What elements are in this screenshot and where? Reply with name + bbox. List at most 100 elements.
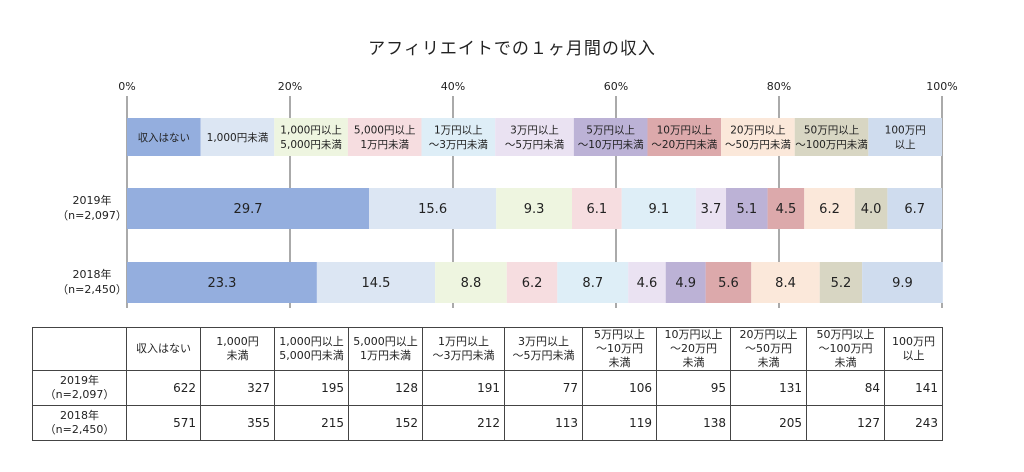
bar-segment xyxy=(369,188,497,229)
category-label: 2018年（n=2,450） xyxy=(57,267,127,296)
table-cell: 622 xyxy=(126,370,201,406)
bar-segment xyxy=(127,262,317,303)
table-cell: 131 xyxy=(730,370,807,406)
table-header-row: 収入はない 1,000円 未満 1,000円以上 5,000円未満 5,000円以上 … xyxy=(32,327,943,371)
table-cell: 141 xyxy=(884,370,943,406)
bar-segment xyxy=(804,188,855,229)
bar-value-label: 3.7 xyxy=(701,202,722,217)
x-tick-label: 0% xyxy=(118,80,135,93)
bar-value-label: 6.7 xyxy=(904,202,925,217)
table-cell: 355 xyxy=(200,405,275,441)
bar-value-label: 4.6 xyxy=(637,276,658,291)
legend: 収入はない 1,000円未満 1,000円以上 5,000円未満 5,000円以上 1万円… xyxy=(127,118,942,156)
x-axis-ticks: 0% 20% 40% 60% 80% 100% xyxy=(118,80,957,93)
table-cell: 106 xyxy=(582,370,657,406)
table-row: 2018年 （n=2,450） 571 355 215 152 212 113 119 138 2… xyxy=(32,405,943,441)
bar-value-label: 5.6 xyxy=(718,276,739,291)
table-cell: 128 xyxy=(348,370,423,406)
bar-segment xyxy=(695,188,727,229)
table-header-cell: 1,000円以上 5,000円未満 xyxy=(274,327,349,371)
x-tick-label: 100% xyxy=(926,80,957,93)
table-cell: 571 xyxy=(126,405,201,441)
legend-label: 100万円以上 xyxy=(885,125,926,151)
bar-value-label: 8.4 xyxy=(775,276,796,291)
bar-value-label: 15.6 xyxy=(418,202,447,217)
bar-segment xyxy=(665,262,706,303)
bar-value-label: 4.0 xyxy=(861,202,882,217)
bar-segment xyxy=(887,188,942,229)
bar-value-label: 23.3 xyxy=(207,276,236,291)
legend-swatch xyxy=(647,118,722,156)
legend-label: 3万円以上～5万円未満 xyxy=(505,125,565,151)
bar-segment xyxy=(767,188,805,229)
legend-swatch xyxy=(721,118,795,156)
table-header-cell: 1万円以上 ～3万円未満 xyxy=(422,327,505,371)
legend-swatch xyxy=(573,118,648,156)
table-cell: 327 xyxy=(200,370,275,406)
bar-segment xyxy=(819,262,863,303)
legend-swatch xyxy=(274,118,348,156)
bar-segment xyxy=(751,262,820,303)
table-cell: 215 xyxy=(274,405,349,441)
bar-segment xyxy=(705,262,752,303)
table-header-cell: 10万円以上 ～20万円 未満 xyxy=(656,327,731,371)
legend-swatch xyxy=(794,118,869,156)
chart-title: アフィリエイトでの１ヶ月間の収入 xyxy=(368,39,656,59)
legend-label: 10万円以上～20万円未満 xyxy=(651,125,717,151)
legend-swatch xyxy=(347,118,422,156)
table-header-cell: 5,000円以上 1万円未満 xyxy=(348,327,423,371)
bar-segment xyxy=(506,262,558,303)
bar-value-label: 5.1 xyxy=(736,202,757,217)
legend-label: 1,000円未満 xyxy=(207,132,269,144)
table-header-cell: 5万円以上 ～10万円 未満 xyxy=(582,327,657,371)
bar-value-label: 8.7 xyxy=(582,276,603,291)
data-table: 収入はない 1,000円 未満 1,000円以上 5,000円未満 5,000円以上 … xyxy=(32,327,943,441)
table-cell: 77 xyxy=(504,370,583,406)
legend-label: 5万円以上～10万円未満 xyxy=(578,125,644,151)
table-header-cell: 100万円 以上 xyxy=(884,327,943,371)
x-tick-label: 60% xyxy=(604,80,628,93)
bar-segment xyxy=(854,188,888,229)
table-cell: 138 xyxy=(656,405,731,441)
x-tick-label: 40% xyxy=(441,80,465,93)
bar-value-label: 6.2 xyxy=(522,276,543,291)
table-body: 2019年 （n=2,097） 622 327 195 128 191 77 106 95 131… xyxy=(32,370,943,441)
legend-label: 1,000円以上 5,000円未満 xyxy=(280,125,342,151)
table-header-cell: 収入はない xyxy=(126,327,201,371)
table-cell: 95 xyxy=(656,370,731,406)
table-cell: 195 xyxy=(274,370,349,406)
category-label: 2019年（n=2,097） xyxy=(57,193,127,222)
legend-swatch xyxy=(127,118,201,156)
table-cell: 205 xyxy=(730,405,807,441)
table-cell: 119 xyxy=(582,405,657,441)
bar-value-label: 6.2 xyxy=(819,202,840,217)
bar-segment xyxy=(862,262,943,303)
stacked-bar-chart: 0% 20% 40% 60% 80% 100% 収入はない 1,000円未満 1,000円以上… xyxy=(57,80,958,308)
bar-value-label: 14.5 xyxy=(362,276,391,291)
bar-value-label: 29.7 xyxy=(234,202,263,217)
legend-swatch xyxy=(868,118,942,156)
bar-segment xyxy=(571,188,622,229)
table-header-cell: 1,000円 未満 xyxy=(200,327,275,371)
bar-segment xyxy=(496,188,572,229)
x-tick-label: 20% xyxy=(278,80,302,93)
table-header-cell: 50万円以上 ～100万円 未満 xyxy=(806,327,885,371)
table-cell: 84 xyxy=(806,370,885,406)
bar-segment xyxy=(316,262,436,303)
bar-value-label: 9.3 xyxy=(524,202,545,217)
table-header-cell xyxy=(32,327,127,371)
bar-value-label: 9.1 xyxy=(648,202,669,217)
bar-value-label: 6.1 xyxy=(587,202,608,217)
bar-value-label: 4.9 xyxy=(675,276,696,291)
bar-value-label: 9.9 xyxy=(892,276,913,291)
table-header-cell: 20万円以上 ～50万円 未満 xyxy=(730,327,807,371)
bar-segment xyxy=(628,262,666,303)
legend-label: 収入はない xyxy=(138,132,191,144)
table-header-cell: 3万円以上 ～5万円未満 xyxy=(504,327,583,371)
legend-label: 20万円以上～50万円未満 xyxy=(725,125,791,151)
table-cell: 127 xyxy=(806,405,885,441)
bar-segment xyxy=(621,188,696,229)
bars: 29.7 15.6 9.3 6.1 9.1 3.7 5.1 4.5 6.2 4.0 6.7 23.3 1… xyxy=(127,188,943,303)
legend-label: 1万円以上～3万円未満 xyxy=(429,125,489,151)
legend-swatch xyxy=(421,118,496,156)
